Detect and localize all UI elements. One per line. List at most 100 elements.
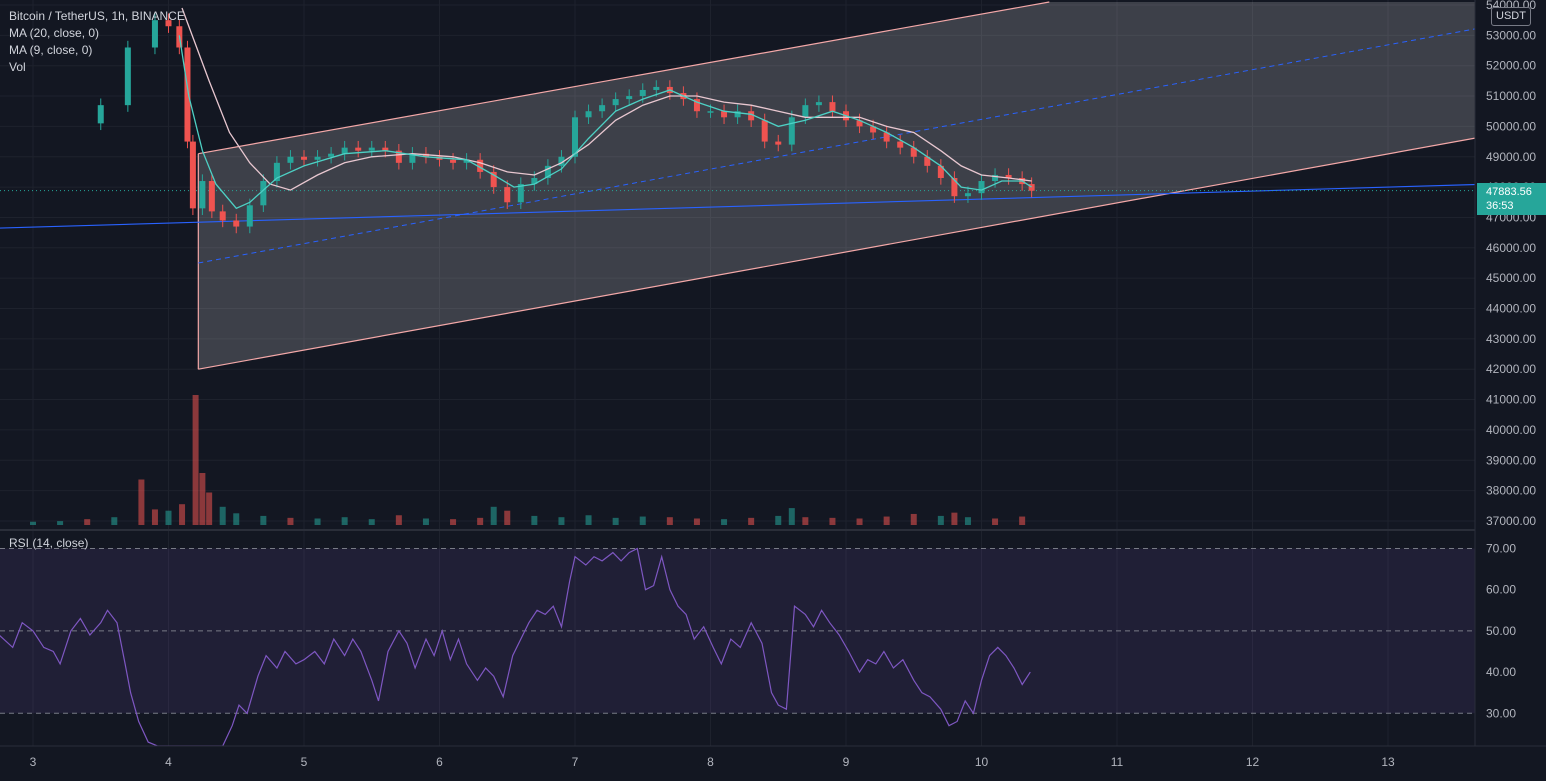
price-tick-label: 44000.00 bbox=[1486, 302, 1536, 316]
ma9-legend[interactable]: MA (9, close, 0) bbox=[9, 43, 93, 57]
volume-bar bbox=[802, 517, 809, 525]
candle-body bbox=[585, 111, 592, 118]
candle-body bbox=[246, 205, 253, 227]
candle-body bbox=[599, 105, 606, 112]
candle-body bbox=[1005, 174, 1012, 178]
candle-body bbox=[572, 117, 578, 157]
price-tick-label: 40000.00 bbox=[1486, 423, 1536, 437]
volume-bar bbox=[477, 517, 484, 525]
volume-bar bbox=[151, 509, 158, 525]
last-price-value: 47883.56 bbox=[1486, 186, 1532, 198]
candle-body bbox=[937, 165, 944, 178]
price-tick-label: 53000.00 bbox=[1486, 28, 1536, 42]
candle-body bbox=[558, 156, 565, 166]
candle-body bbox=[409, 153, 416, 163]
volume-bar bbox=[829, 517, 836, 525]
rsi-legend[interactable]: RSI (14, close) bbox=[9, 536, 89, 550]
volume-bar bbox=[721, 519, 728, 525]
candle-body bbox=[707, 111, 714, 113]
candle-body bbox=[301, 156, 307, 160]
candle-body bbox=[964, 193, 971, 197]
time-tick-label: 5 bbox=[301, 755, 308, 769]
channel-mid-line bbox=[198, 25, 1490, 264]
candle-body bbox=[924, 156, 931, 166]
volume-bars bbox=[30, 395, 1026, 525]
volume-bar bbox=[856, 518, 863, 525]
rsi-tick-label: 50.00 bbox=[1486, 624, 1516, 638]
candle-body bbox=[612, 99, 619, 106]
candle-body bbox=[531, 177, 538, 185]
volume-bar bbox=[111, 517, 118, 525]
candle-body bbox=[775, 141, 782, 145]
volume-bar bbox=[666, 517, 673, 525]
volume-bar bbox=[531, 515, 538, 525]
price-tick-label: 45000.00 bbox=[1486, 271, 1536, 285]
candle-body bbox=[490, 171, 497, 188]
candle-body bbox=[477, 159, 484, 172]
candle-body bbox=[734, 111, 741, 118]
rsi-tick-label: 70.00 bbox=[1486, 542, 1516, 556]
candle-body bbox=[788, 117, 795, 145]
volume-legend[interactable]: Vol bbox=[9, 60, 26, 74]
price-tick-label: 42000.00 bbox=[1486, 362, 1536, 376]
candle-body bbox=[233, 220, 240, 227]
moving-averages bbox=[178, 7, 1032, 210]
volume-bar bbox=[341, 517, 348, 525]
channel-upper-line bbox=[198, 1, 1050, 155]
currency-badge[interactable]: USDT bbox=[1491, 7, 1531, 26]
price-tick-label: 50000.00 bbox=[1486, 119, 1536, 133]
candle-body bbox=[184, 47, 191, 142]
chart-legend: Bitcoin / TetherUS, 1h, BINANCE MA (20, … bbox=[9, 8, 185, 76]
candle-body bbox=[829, 102, 836, 112]
volume-bar bbox=[179, 504, 186, 525]
volume-bar bbox=[558, 517, 565, 525]
last-price-tag: 47883.56 36:53 bbox=[1477, 183, 1546, 215]
candle-body bbox=[165, 20, 172, 27]
volume-bar bbox=[395, 515, 402, 525]
price-tick-label: 38000.00 bbox=[1486, 484, 1536, 498]
volume-bar bbox=[422, 518, 429, 525]
volume-bar bbox=[233, 513, 240, 525]
candle-body bbox=[639, 89, 646, 97]
candle-body bbox=[328, 153, 335, 157]
candle-body bbox=[1028, 184, 1035, 191]
candle-body bbox=[748, 111, 755, 121]
price-tick-label: 51000.00 bbox=[1486, 89, 1536, 103]
volume-bar bbox=[206, 492, 213, 525]
candle-body bbox=[395, 150, 402, 163]
ma20-line bbox=[181, 7, 1032, 191]
candle-body bbox=[802, 105, 809, 118]
candle-body bbox=[124, 47, 131, 106]
volume-bar bbox=[639, 516, 646, 525]
candle-body bbox=[721, 111, 728, 118]
candle-body bbox=[355, 147, 362, 151]
candle-body bbox=[208, 181, 215, 212]
volume-bar bbox=[951, 512, 958, 525]
volume-bar bbox=[192, 395, 199, 525]
channel-lower-line bbox=[198, 134, 1490, 370]
volume-bar bbox=[84, 519, 91, 525]
volume-bar bbox=[138, 479, 145, 525]
price-tick-label: 43000.00 bbox=[1486, 332, 1536, 346]
candle-body bbox=[883, 132, 890, 142]
candle-body bbox=[693, 99, 700, 112]
volume-bar bbox=[585, 515, 592, 525]
volume-bar bbox=[199, 473, 206, 525]
volume-bar bbox=[775, 515, 782, 525]
volume-bar bbox=[883, 516, 890, 525]
candle-body bbox=[951, 177, 958, 197]
price-scale-bg bbox=[1475, 0, 1546, 776]
time-tick-label: 4 bbox=[165, 755, 172, 769]
volume-bar bbox=[612, 517, 619, 525]
candle-body bbox=[287, 156, 294, 163]
price-tick-label: 37000.00 bbox=[1486, 514, 1536, 528]
candle-body bbox=[626, 96, 633, 100]
bar-countdown: 36:53 bbox=[1486, 200, 1514, 212]
ma20-legend[interactable]: MA (20, close, 0) bbox=[9, 26, 100, 40]
candle-body bbox=[199, 181, 206, 209]
candle-body bbox=[151, 20, 158, 48]
symbol-title[interactable]: Bitcoin / TetherUS, 1h, BINANCE bbox=[9, 9, 185, 23]
